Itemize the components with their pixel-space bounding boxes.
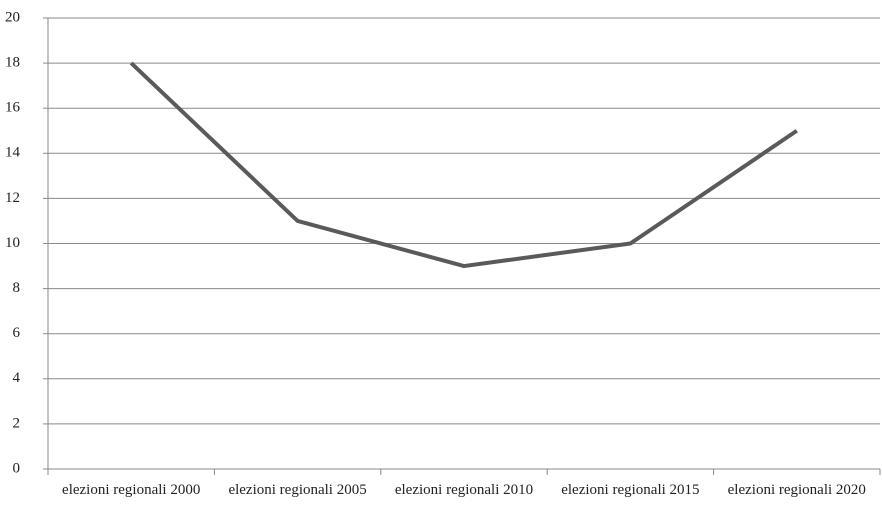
y-tick-label: 10 [5,235,20,251]
x-tick-label: elezioni regionali 2010 [394,482,534,498]
y-tick-label: 14 [5,145,21,161]
y-tick-label: 4 [13,370,21,386]
y-tick-label: 0 [13,460,21,476]
x-tick-label: elezioni regionali 2015 [561,482,700,498]
x-tick-label: elezioni regionali 2020 [727,482,866,498]
x-tick-label: elezioni regionali 2000 [62,482,201,498]
y-tick-label: 8 [13,280,21,296]
y-tick-label: 18 [5,55,20,71]
data-line [129,61,798,269]
y-tick-label: 20 [5,9,20,25]
y-tick-label: 2 [13,415,21,431]
y-tick-label: 16 [5,100,21,116]
y-tick-label: 6 [13,325,21,341]
y-tick-label: 12 [5,190,20,206]
x-tick-label: elezioni regionali 2005 [228,482,367,498]
